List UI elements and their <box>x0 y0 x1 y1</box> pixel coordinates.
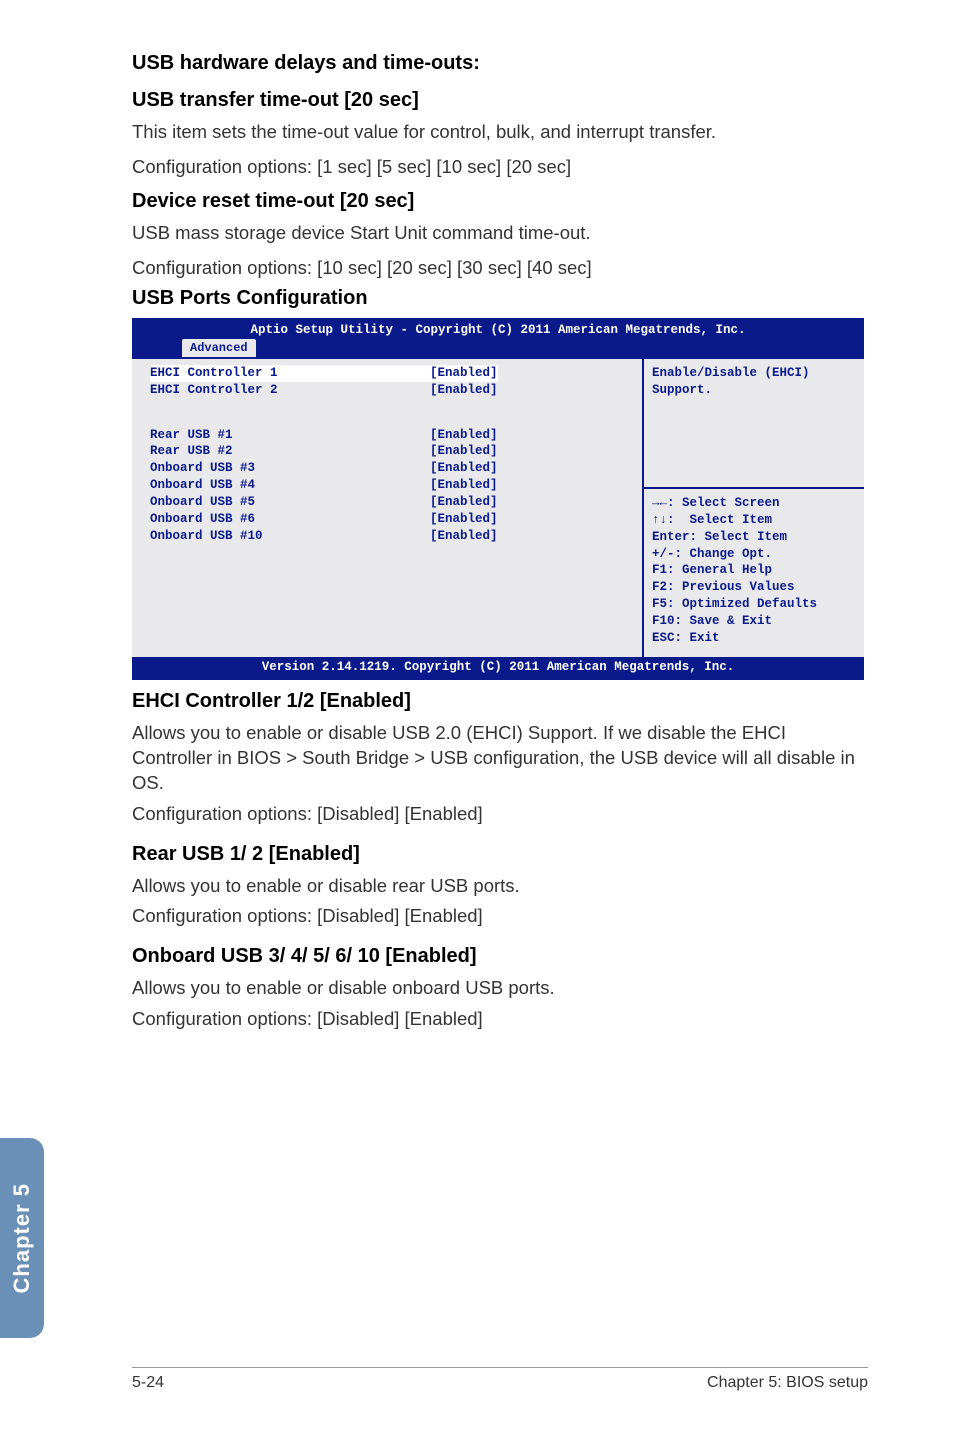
bios-key: EHCI Controller 1 <box>150 365 430 382</box>
heading-usb-hw: USB hardware delays and time-outs: <box>132 52 868 75</box>
bios-row[interactable]: Onboard USB #10 [Enabled] <box>150 528 632 545</box>
text-ehci-opts: Configuration options: [Disabled] [Enabl… <box>132 802 868 827</box>
bios-row[interactable]: Onboard USB #5 [Enabled] <box>150 494 632 511</box>
bios-desc-line: Support. <box>652 382 856 399</box>
bios-right-panel: Enable/Disable (EHCI) Support. →←: Selec… <box>644 357 864 657</box>
heading-usb-ports-cfg: USB Ports Configuration <box>132 287 868 310</box>
bios-row[interactable]: Onboard USB #6 [Enabled] <box>150 511 632 528</box>
bios-box: Aptio Setup Utility - Copyright (C) 2011… <box>132 318 864 680</box>
bios-body: EHCI Controller 1 [Enabled] EHCI Control… <box>132 357 864 657</box>
heading-device-reset: Device reset time-out [20 sec] <box>132 190 868 213</box>
bios-help-line: F10: Save & Exit <box>652 613 856 630</box>
bios-key: Onboard USB #4 <box>150 477 430 494</box>
heading-ehci: EHCI Controller 1/2 [Enabled] <box>132 690 868 713</box>
heading-usb-transfer: USB transfer time-out [20 sec] <box>132 89 868 112</box>
text-device-reset-opts: Configuration options: [10 sec] [20 sec]… <box>132 256 868 281</box>
bios-desc-line: Enable/Disable (EHCI) <box>652 365 856 382</box>
bios-key: Onboard USB #10 <box>150 528 430 545</box>
page-number: 5-24 <box>132 1374 164 1392</box>
bios-help: →←: Select Screen ↑↓: Select Item Enter:… <box>644 487 864 657</box>
page: USB hardware delays and time-outs: USB t… <box>0 0 954 1438</box>
bios-help-line: F5: Optimized Defaults <box>652 596 856 613</box>
bios-row[interactable]: Onboard USB #4 [Enabled] <box>150 477 632 494</box>
text-rear-body: Allows you to enable or disable rear USB… <box>132 874 868 899</box>
bios-row[interactable]: Rear USB #2 [Enabled] <box>150 443 632 460</box>
bios-val: [Enabled] <box>430 443 498 460</box>
bios-key: Onboard USB #6 <box>150 511 430 528</box>
heading-rear-usb: Rear USB 1/ 2 [Enabled] <box>132 843 868 866</box>
text-usb-transfer-opts: Configuration options: [1 sec] [5 sec] [… <box>132 155 868 180</box>
chapter-side-tab: Chapter 5 <box>0 1138 44 1338</box>
bios-help-line: →←: Select Screen <box>652 495 856 512</box>
bios-key: EHCI Controller 2 <box>150 382 430 399</box>
bios-val: [Enabled] <box>430 511 498 528</box>
bios-val: [Enabled] <box>430 494 498 511</box>
text-usb-transfer-body: This item sets the time-out value for co… <box>132 120 868 145</box>
bios-version-footer: Version 2.14.1219. Copyright (C) 2011 Am… <box>132 657 864 678</box>
bios-left-panel: EHCI Controller 1 [Enabled] EHCI Control… <box>132 357 644 657</box>
heading-onboard-usb: Onboard USB 3/ 4/ 5/ 6/ 10 [Enabled] <box>132 945 868 968</box>
text-ehci-body: Allows you to enable or disable USB 2.0 … <box>132 721 868 796</box>
bios-row[interactable]: Rear USB #1 [Enabled] <box>150 427 632 444</box>
bios-val: [Enabled] <box>430 528 498 545</box>
bios-row[interactable]: Onboard USB #3 [Enabled] <box>150 460 632 477</box>
bios-desc: Enable/Disable (EHCI) Support. <box>644 359 864 487</box>
bios-help-line: +/-: Change Opt. <box>652 546 856 563</box>
text-device-reset-body: USB mass storage device Start Unit comma… <box>132 221 868 246</box>
bios-val: [Enabled] <box>430 382 498 399</box>
bios-help-line: F2: Previous Values <box>652 579 856 596</box>
bios-help-line: F1: General Help <box>652 562 856 579</box>
bios-key: Onboard USB #3 <box>150 460 430 477</box>
bios-key: Rear USB #1 <box>150 427 430 444</box>
content-column: USB hardware delays and time-outs: USB t… <box>132 52 868 1032</box>
bios-key: Onboard USB #5 <box>150 494 430 511</box>
chapter-side-label: Chapter 5 <box>9 1183 35 1293</box>
text-onboard-opts: Configuration options: [Disabled] [Enabl… <box>132 1007 868 1032</box>
bios-val: [Enabled] <box>430 460 498 477</box>
bios-val: [Enabled] <box>430 365 498 382</box>
bios-tab-row: Advanced <box>132 339 864 357</box>
bios-help-line: Enter: Select Item <box>652 529 856 546</box>
bios-help-line: ESC: Exit <box>652 630 856 647</box>
bios-row[interactable]: EHCI Controller 1 [Enabled] <box>150 365 632 382</box>
bios-tab-advanced[interactable]: Advanced <box>182 339 256 357</box>
page-chapter-title: Chapter 5: BIOS setup <box>707 1374 868 1392</box>
bios-row[interactable]: EHCI Controller 2 [Enabled] <box>150 382 632 399</box>
text-rear-opts: Configuration options: [Disabled] [Enabl… <box>132 904 868 929</box>
bios-title: Aptio Setup Utility - Copyright (C) 2011… <box>132 320 864 339</box>
bios-help-line: ↑↓: Select Item <box>652 512 856 529</box>
bios-val: [Enabled] <box>430 477 498 494</box>
text-onboard-body: Allows you to enable or disable onboard … <box>132 976 868 1001</box>
bios-key: Rear USB #2 <box>150 443 430 460</box>
bios-val: [Enabled] <box>430 427 498 444</box>
page-footer: 5-24 Chapter 5: BIOS setup <box>132 1367 868 1392</box>
